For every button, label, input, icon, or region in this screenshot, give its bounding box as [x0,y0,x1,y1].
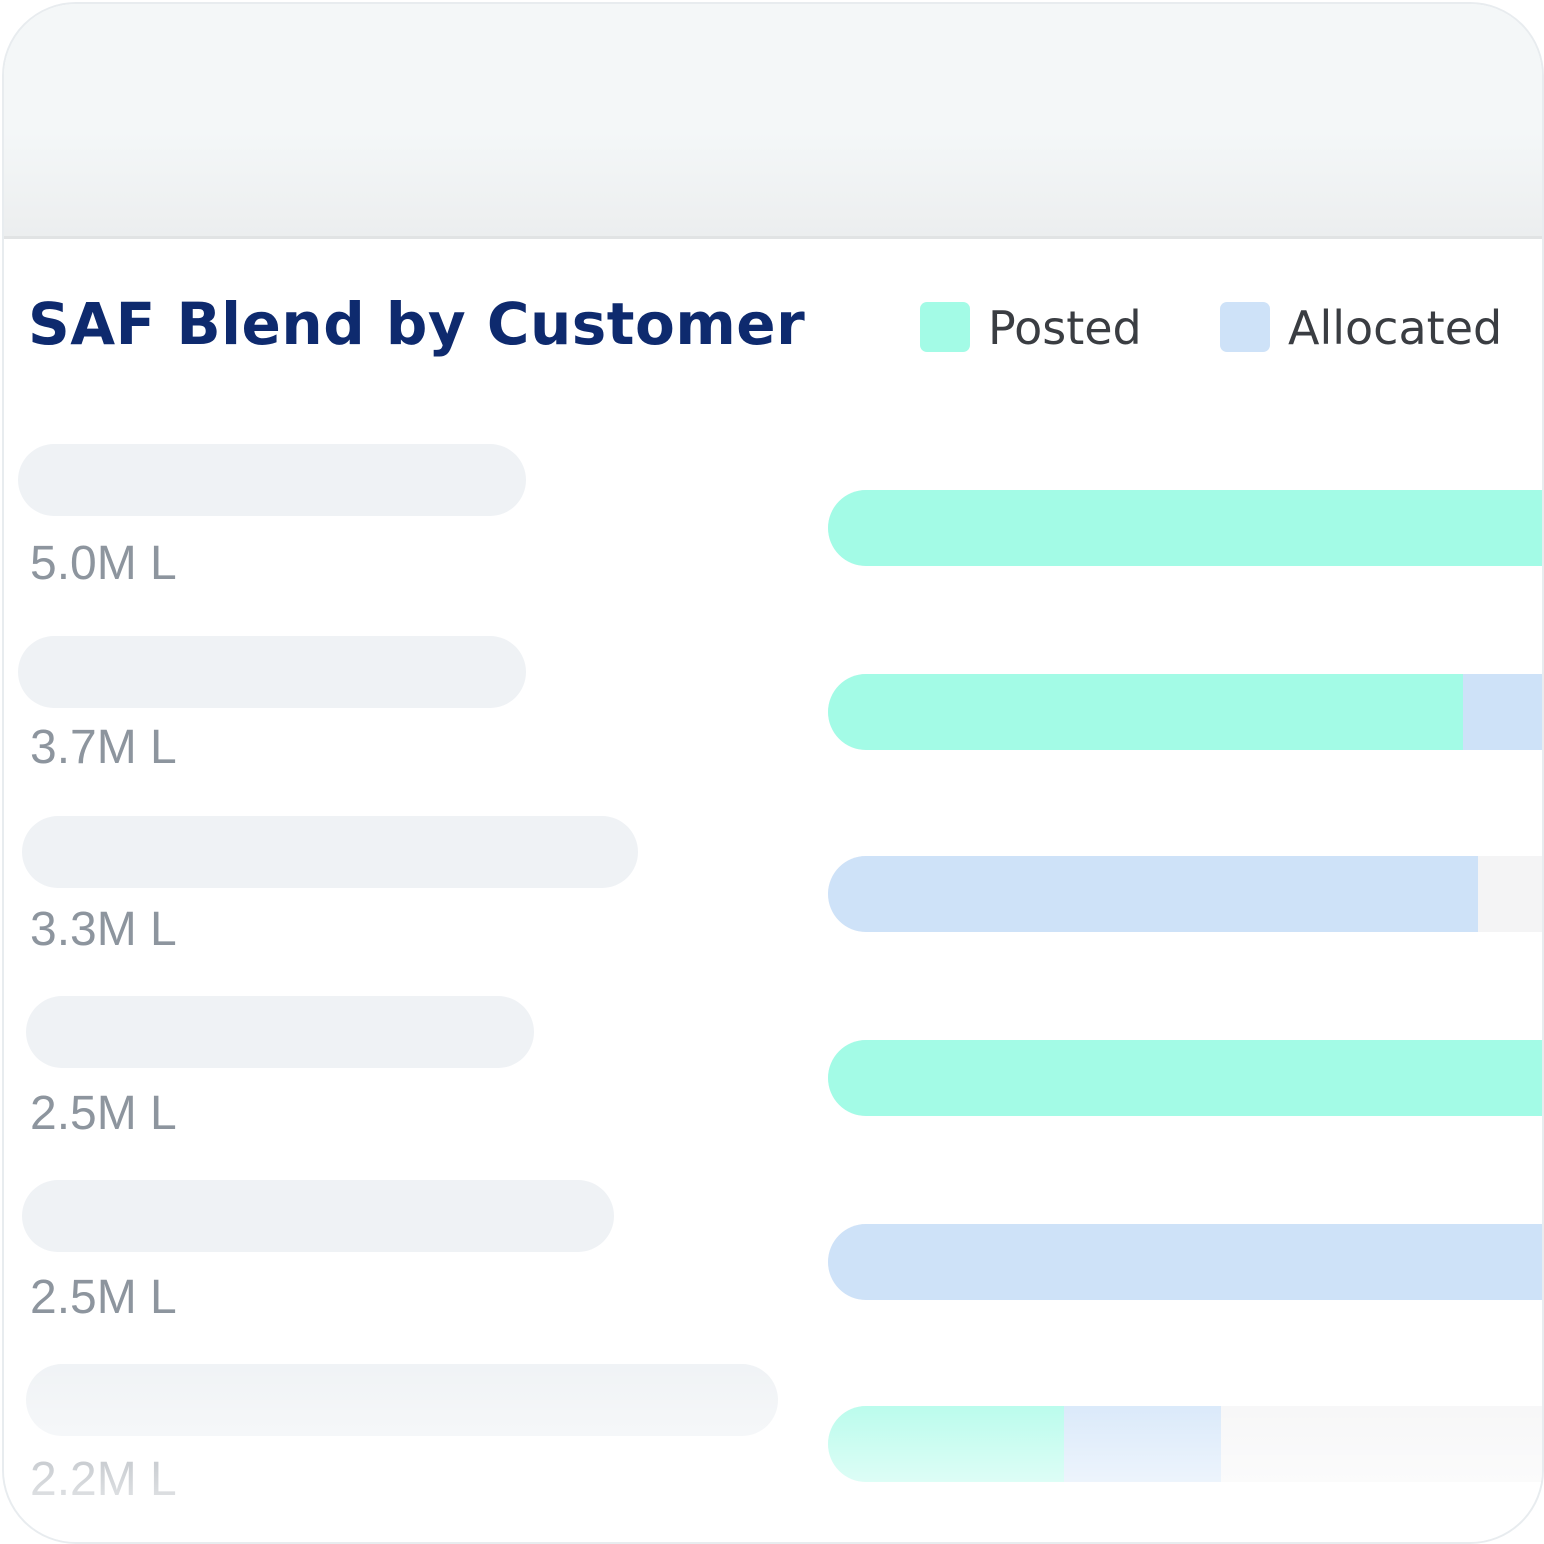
bar-track[interactable] [828,674,1542,750]
legend-label-allocated: Allocated [1288,301,1503,355]
card-header-band [4,4,1542,239]
row-total-label: 2.5M L [30,1271,177,1324]
customer-name-placeholder [18,444,526,516]
bar-segment-posted [828,490,1542,566]
bar-segment-posted [828,1040,1542,1116]
row-total-label: 3.3M L [30,903,177,956]
row-total-label: 5.0M L [30,537,177,590]
bar-track[interactable] [828,1040,1542,1116]
chart-title: SAF Blend by Customer [28,290,806,358]
customer-name-placeholder [22,1180,614,1252]
bar-segment-allocated [1463,674,1542,750]
customer-name-placeholder [26,996,534,1068]
legend-swatch-posted [920,302,970,352]
row-total-label: 3.7M L [30,721,177,774]
bar-segment-posted [828,1406,1064,1482]
row-total-label: 2.2M L [30,1453,177,1506]
bar-track[interactable] [828,490,1542,566]
bar-segment-allocated [828,1224,1542,1300]
bar-segment-posted [828,674,1464,750]
customer-name-placeholder [26,1364,778,1436]
bar-track[interactable] [828,1406,1542,1482]
legend-label-posted: Posted [988,301,1142,355]
bar-track[interactable] [828,1224,1542,1300]
bar-track[interactable] [828,856,1542,932]
bar-segment-allocated [828,856,1478,932]
customer-name-placeholder [18,636,526,708]
row-total-label: 2.5M L [30,1087,177,1140]
legend-swatch-allocated [1220,302,1270,352]
bar-segment-allocated [1063,1406,1221,1482]
customer-name-placeholder [22,816,638,888]
